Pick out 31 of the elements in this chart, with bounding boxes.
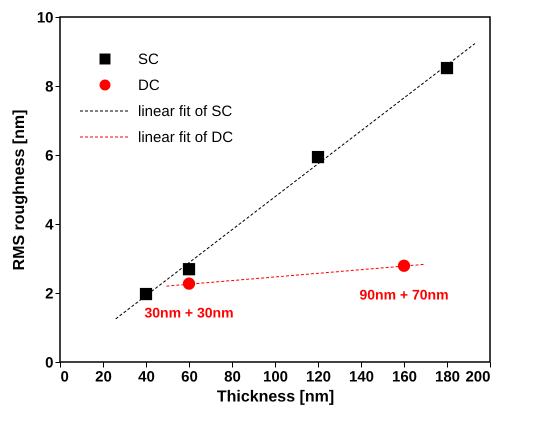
x-tick-label: 140: [348, 368, 374, 386]
y-tick-label: 2: [45, 286, 54, 302]
point: [398, 260, 410, 272]
x-tick-label: 180: [434, 368, 460, 386]
x-tick-label: 60: [181, 368, 198, 386]
point: [140, 288, 152, 300]
point: [182, 263, 196, 276]
legend-label: DC: [138, 77, 160, 94]
x-tick-label: 80: [224, 368, 241, 386]
x-tick-label: 200: [465, 368, 490, 386]
x-tick-label: 100: [262, 368, 288, 386]
legend-label: SC: [138, 51, 160, 68]
point: [182, 278, 196, 290]
point: [440, 62, 454, 74]
x-tick-label: 120: [306, 368, 332, 386]
annotation: 90nm + 70nm: [359, 286, 449, 303]
y-tick-label: 10: [36, 10, 54, 26]
legend-label: linear fit of DC: [138, 129, 234, 146]
y-tick-label: 8: [45, 78, 54, 96]
annotation: 30nm + 30nm: [144, 304, 234, 321]
x-tick-label: 20: [95, 368, 112, 386]
x-tick-label: 0: [60, 368, 69, 386]
y-tick-label: 0: [45, 354, 54, 372]
point: [312, 150, 324, 164]
x-axis-title: Thickness [nm]: [216, 388, 334, 406]
x-tick-label: 40: [138, 368, 155, 386]
y-tick-label: 4: [45, 216, 54, 234]
x-tick-label: 160: [392, 368, 418, 386]
legend-label: linear fit of SC: [138, 103, 232, 120]
y-tick-label: 6: [45, 148, 54, 164]
y-axis-title: RMS roughness [nm]: [10, 110, 28, 270]
